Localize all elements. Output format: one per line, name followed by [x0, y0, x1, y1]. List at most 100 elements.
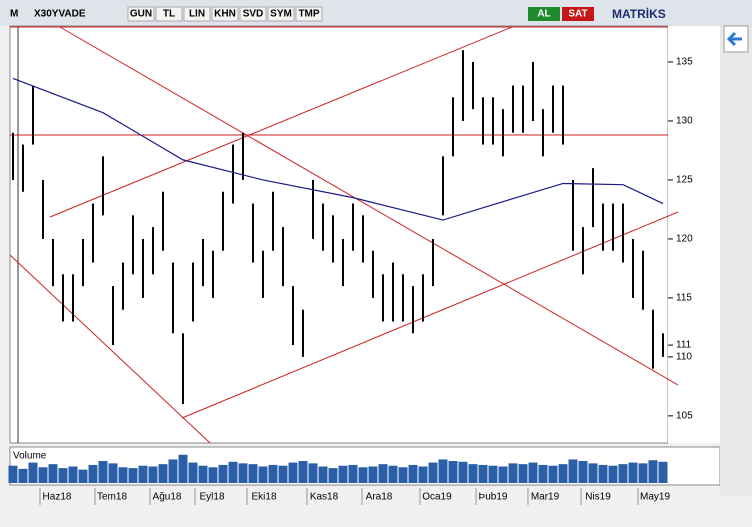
toolbar-button[interactable]	[239, 6, 267, 22]
y-tick-label: 125	[676, 175, 693, 186]
toolbar-button-label[interactable]: LIN	[189, 9, 205, 20]
buy-button[interactable]	[528, 7, 560, 21]
volume-bar	[258, 466, 268, 483]
volume-label: Volume	[13, 451, 47, 462]
trendlines	[9, 26, 679, 444]
menu[interactable]: M	[10, 9, 18, 20]
toolbar-button-label[interactable]: TL	[163, 9, 175, 20]
volume-bar	[438, 459, 448, 483]
x-tick-label: Kas18	[310, 492, 339, 503]
toolbar-button[interactable]	[267, 6, 295, 22]
x-tick-label: Haz18	[43, 492, 72, 503]
symbol[interactable]: X30YVADE	[34, 9, 86, 20]
volume-bar	[318, 466, 328, 483]
volume-bar	[338, 465, 348, 483]
volume-bar	[98, 461, 108, 483]
volume-bar	[398, 467, 408, 483]
volume-bar	[88, 464, 98, 483]
toolbar-button[interactable]	[155, 6, 183, 22]
x-tick-label: Tem18	[97, 492, 127, 503]
volume-bar	[8, 465, 18, 483]
volume-bar	[498, 466, 508, 483]
x-tick-label: Nis19	[585, 492, 611, 503]
volume-bar	[18, 468, 28, 483]
volume-bar	[228, 461, 238, 483]
moving-average	[12, 77, 664, 221]
volume-bar	[288, 462, 298, 483]
x-tick-label: Eyl18	[199, 492, 224, 503]
volume-bar	[468, 464, 478, 483]
volume-bar	[118, 467, 128, 483]
volume-bar	[348, 464, 358, 483]
volume-bar	[48, 464, 58, 483]
volume-bar	[478, 464, 488, 483]
volume-bar	[68, 466, 78, 483]
volume-bar	[588, 463, 598, 483]
brand: MATRİKS	[612, 6, 666, 21]
volume-bar	[558, 464, 568, 483]
volume-bar	[448, 461, 458, 483]
sidebar	[720, 26, 752, 496]
toolbar-button[interactable]	[127, 6, 155, 22]
toolbar-button[interactable]	[211, 6, 239, 22]
volume-bar	[488, 465, 498, 483]
volume-bar	[58, 468, 68, 483]
plot-area	[9, 25, 669, 444]
volume-bar	[378, 464, 388, 483]
buy-label[interactable]: AL	[537, 9, 550, 20]
x-tick-label: May19	[640, 492, 670, 503]
toolbar-items: M X30YVADE AL SAT MATRİKS	[10, 6, 666, 21]
y-tick-label: 135	[676, 57, 693, 68]
toolbar-button-label[interactable]: GUN	[130, 9, 152, 20]
toolbar-button[interactable]	[295, 6, 323, 22]
sell-button[interactable]	[562, 7, 594, 21]
volume-bar	[538, 464, 548, 483]
volume-bar	[418, 466, 428, 483]
volume-bar	[648, 460, 658, 483]
volume-bar	[428, 462, 438, 483]
toolbar-button[interactable]	[183, 6, 211, 22]
volume-bar	[248, 464, 258, 483]
y-tick-label: 115	[676, 293, 692, 304]
volume-bar	[608, 465, 618, 483]
volume-bar	[138, 465, 148, 483]
volume-bar	[148, 466, 158, 483]
volume-bar	[598, 464, 608, 483]
volume-bar	[358, 467, 368, 483]
y-tick-label: 111	[676, 340, 692, 351]
volume-bar	[168, 459, 178, 483]
toolbar-button-label[interactable]: KHN	[214, 9, 236, 20]
volume-bar	[188, 462, 198, 483]
volume-bar	[208, 467, 218, 483]
volume-bar	[528, 462, 538, 483]
sell-label[interactable]: SAT	[568, 9, 587, 20]
x-tick-label: Oca19	[422, 492, 452, 503]
volume-bar	[28, 462, 38, 483]
volume-bar	[218, 464, 228, 483]
volume-bar	[508, 463, 518, 483]
volume-bar	[128, 468, 138, 483]
volume-bar	[328, 468, 338, 483]
volume-bar	[278, 465, 288, 483]
x-tick-label: Þub19	[479, 492, 508, 503]
volume-bar	[638, 463, 648, 483]
x-tick-label: Mar19	[531, 492, 560, 503]
volume-bar	[178, 454, 188, 483]
volume-bar	[78, 469, 88, 483]
volume-bar	[268, 464, 278, 483]
volume-bar	[108, 463, 118, 483]
toolbar-button-label[interactable]: TMP	[298, 9, 319, 20]
y-tick-label: 105	[676, 411, 693, 422]
y-axis-area	[668, 26, 720, 443]
toolbar-button-label[interactable]: SYM	[270, 9, 292, 20]
volume-bar	[198, 465, 208, 483]
volume-bar	[458, 461, 468, 483]
volume-bar	[298, 461, 308, 483]
toolbar-button-label[interactable]: SVD	[243, 9, 264, 20]
volume-bar	[578, 461, 588, 483]
x-tick-label: Ağu18	[153, 492, 182, 503]
volume-bar	[308, 463, 318, 483]
volume-bar	[658, 461, 668, 483]
x-tick-label: Eki18	[251, 492, 276, 503]
